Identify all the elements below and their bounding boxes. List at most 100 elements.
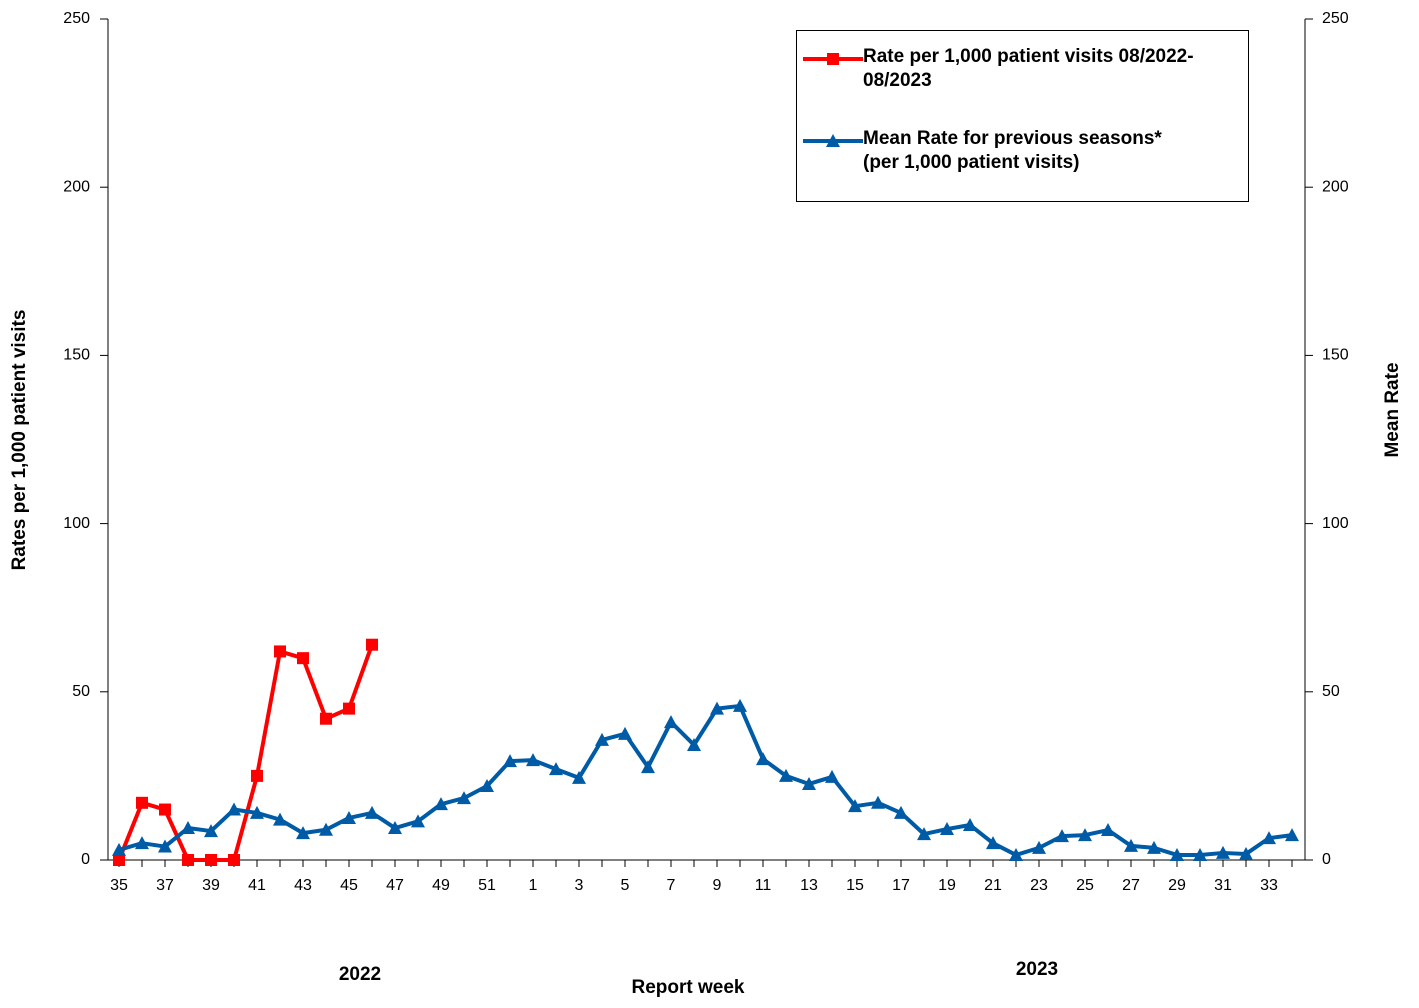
x-tick-label: 13 xyxy=(800,877,818,894)
x-tick-label: 27 xyxy=(1122,877,1140,894)
point xyxy=(1170,847,1184,861)
x-tick-label: 39 xyxy=(202,877,220,894)
point xyxy=(251,769,263,782)
point xyxy=(549,762,563,776)
x-tick-label: 31 xyxy=(1214,877,1232,894)
x-tick-label: 43 xyxy=(294,877,312,894)
x-tick-label: 1 xyxy=(529,877,538,894)
x-tick-label: 29 xyxy=(1168,877,1186,894)
point xyxy=(182,854,194,866)
point xyxy=(136,796,148,809)
y2-tick-label: 150 xyxy=(1322,347,1349,364)
series-line xyxy=(118,703,1293,857)
point xyxy=(366,638,378,651)
point xyxy=(825,769,839,783)
point xyxy=(687,737,701,751)
point xyxy=(158,839,172,853)
point xyxy=(871,795,885,809)
legend-marker xyxy=(826,134,840,147)
point xyxy=(159,803,171,816)
y2-tick-label: 50 xyxy=(1322,683,1340,700)
point xyxy=(274,645,286,658)
point xyxy=(1101,823,1115,837)
x-tick-label: 21 xyxy=(984,877,1002,894)
point xyxy=(319,822,333,836)
x-tick-label: 35 xyxy=(110,877,128,894)
point xyxy=(1216,845,1230,859)
point xyxy=(342,810,356,824)
y-tick-label: 100 xyxy=(63,515,90,532)
x-tick-label: 37 xyxy=(156,877,174,894)
y2-tick-label: 0 xyxy=(1322,851,1331,868)
legend: Rate per 1,000 patient visits 08/2022-08… xyxy=(796,30,1249,202)
y-tick-label: 50 xyxy=(72,683,90,700)
y-tick-label: 250 xyxy=(63,10,90,27)
x-tick-label: 19 xyxy=(938,877,956,894)
x-tick-label: 17 xyxy=(892,877,910,894)
y-axis-title: Rates per 1,000 patient visits xyxy=(9,310,30,571)
x-tick-label: 51 xyxy=(478,877,496,894)
point xyxy=(733,698,747,712)
x-tick-label: 7 xyxy=(667,877,676,894)
x-tick-label: 3 xyxy=(575,877,584,894)
point xyxy=(365,805,379,819)
legend-label: Rate per 1,000 patient visits 08/2022-08… xyxy=(863,46,1194,91)
point xyxy=(756,752,770,766)
point xyxy=(1032,840,1046,854)
x-tick-label: 15 xyxy=(846,877,864,894)
point xyxy=(917,827,931,841)
y2-tick-label: 100 xyxy=(1322,515,1349,532)
point xyxy=(1009,847,1023,861)
year-label: 2023 xyxy=(1016,959,1058,980)
point xyxy=(135,836,149,850)
point xyxy=(779,768,793,782)
point xyxy=(986,836,1000,850)
point xyxy=(204,824,218,838)
point xyxy=(894,805,908,819)
point xyxy=(388,821,402,835)
point xyxy=(1124,838,1138,852)
point xyxy=(227,802,241,816)
y2-tick-label: 250 xyxy=(1322,10,1349,27)
point xyxy=(1285,828,1299,842)
x-tick-label: 45 xyxy=(340,877,358,894)
point xyxy=(320,712,332,725)
x-tick-label: 41 xyxy=(248,877,266,894)
point xyxy=(618,726,632,740)
x-tick-label: 49 xyxy=(432,877,450,894)
point xyxy=(296,826,310,840)
y-tick-label: 200 xyxy=(63,178,90,195)
x-tick-label: 25 xyxy=(1076,877,1094,894)
point xyxy=(112,842,126,856)
point xyxy=(273,812,287,826)
y-tick-label: 0 xyxy=(81,851,90,868)
x-tick-label: 33 xyxy=(1260,877,1278,894)
point xyxy=(664,715,678,729)
point xyxy=(1147,840,1161,854)
point xyxy=(480,778,494,792)
x-axis-title: Report week xyxy=(632,977,745,998)
point xyxy=(641,760,655,774)
point xyxy=(434,797,448,811)
x-tick-label: 9 xyxy=(713,877,722,894)
y2-tick-label: 200 xyxy=(1322,178,1349,195)
x-tick-label: 47 xyxy=(386,877,404,894)
point xyxy=(181,821,195,835)
point xyxy=(503,754,517,768)
point xyxy=(457,791,471,805)
point xyxy=(1262,831,1276,845)
point xyxy=(343,702,355,715)
point xyxy=(595,732,609,746)
point xyxy=(411,814,425,828)
x-tick-label: 23 xyxy=(1030,877,1048,894)
point xyxy=(1055,829,1069,843)
point xyxy=(1239,846,1253,860)
point xyxy=(1078,828,1092,842)
point xyxy=(250,805,264,819)
x-tick-label: 5 xyxy=(621,877,630,894)
legend-swatch xyxy=(803,134,863,147)
point xyxy=(1193,847,1207,861)
y-tick-label: 150 xyxy=(63,347,90,364)
